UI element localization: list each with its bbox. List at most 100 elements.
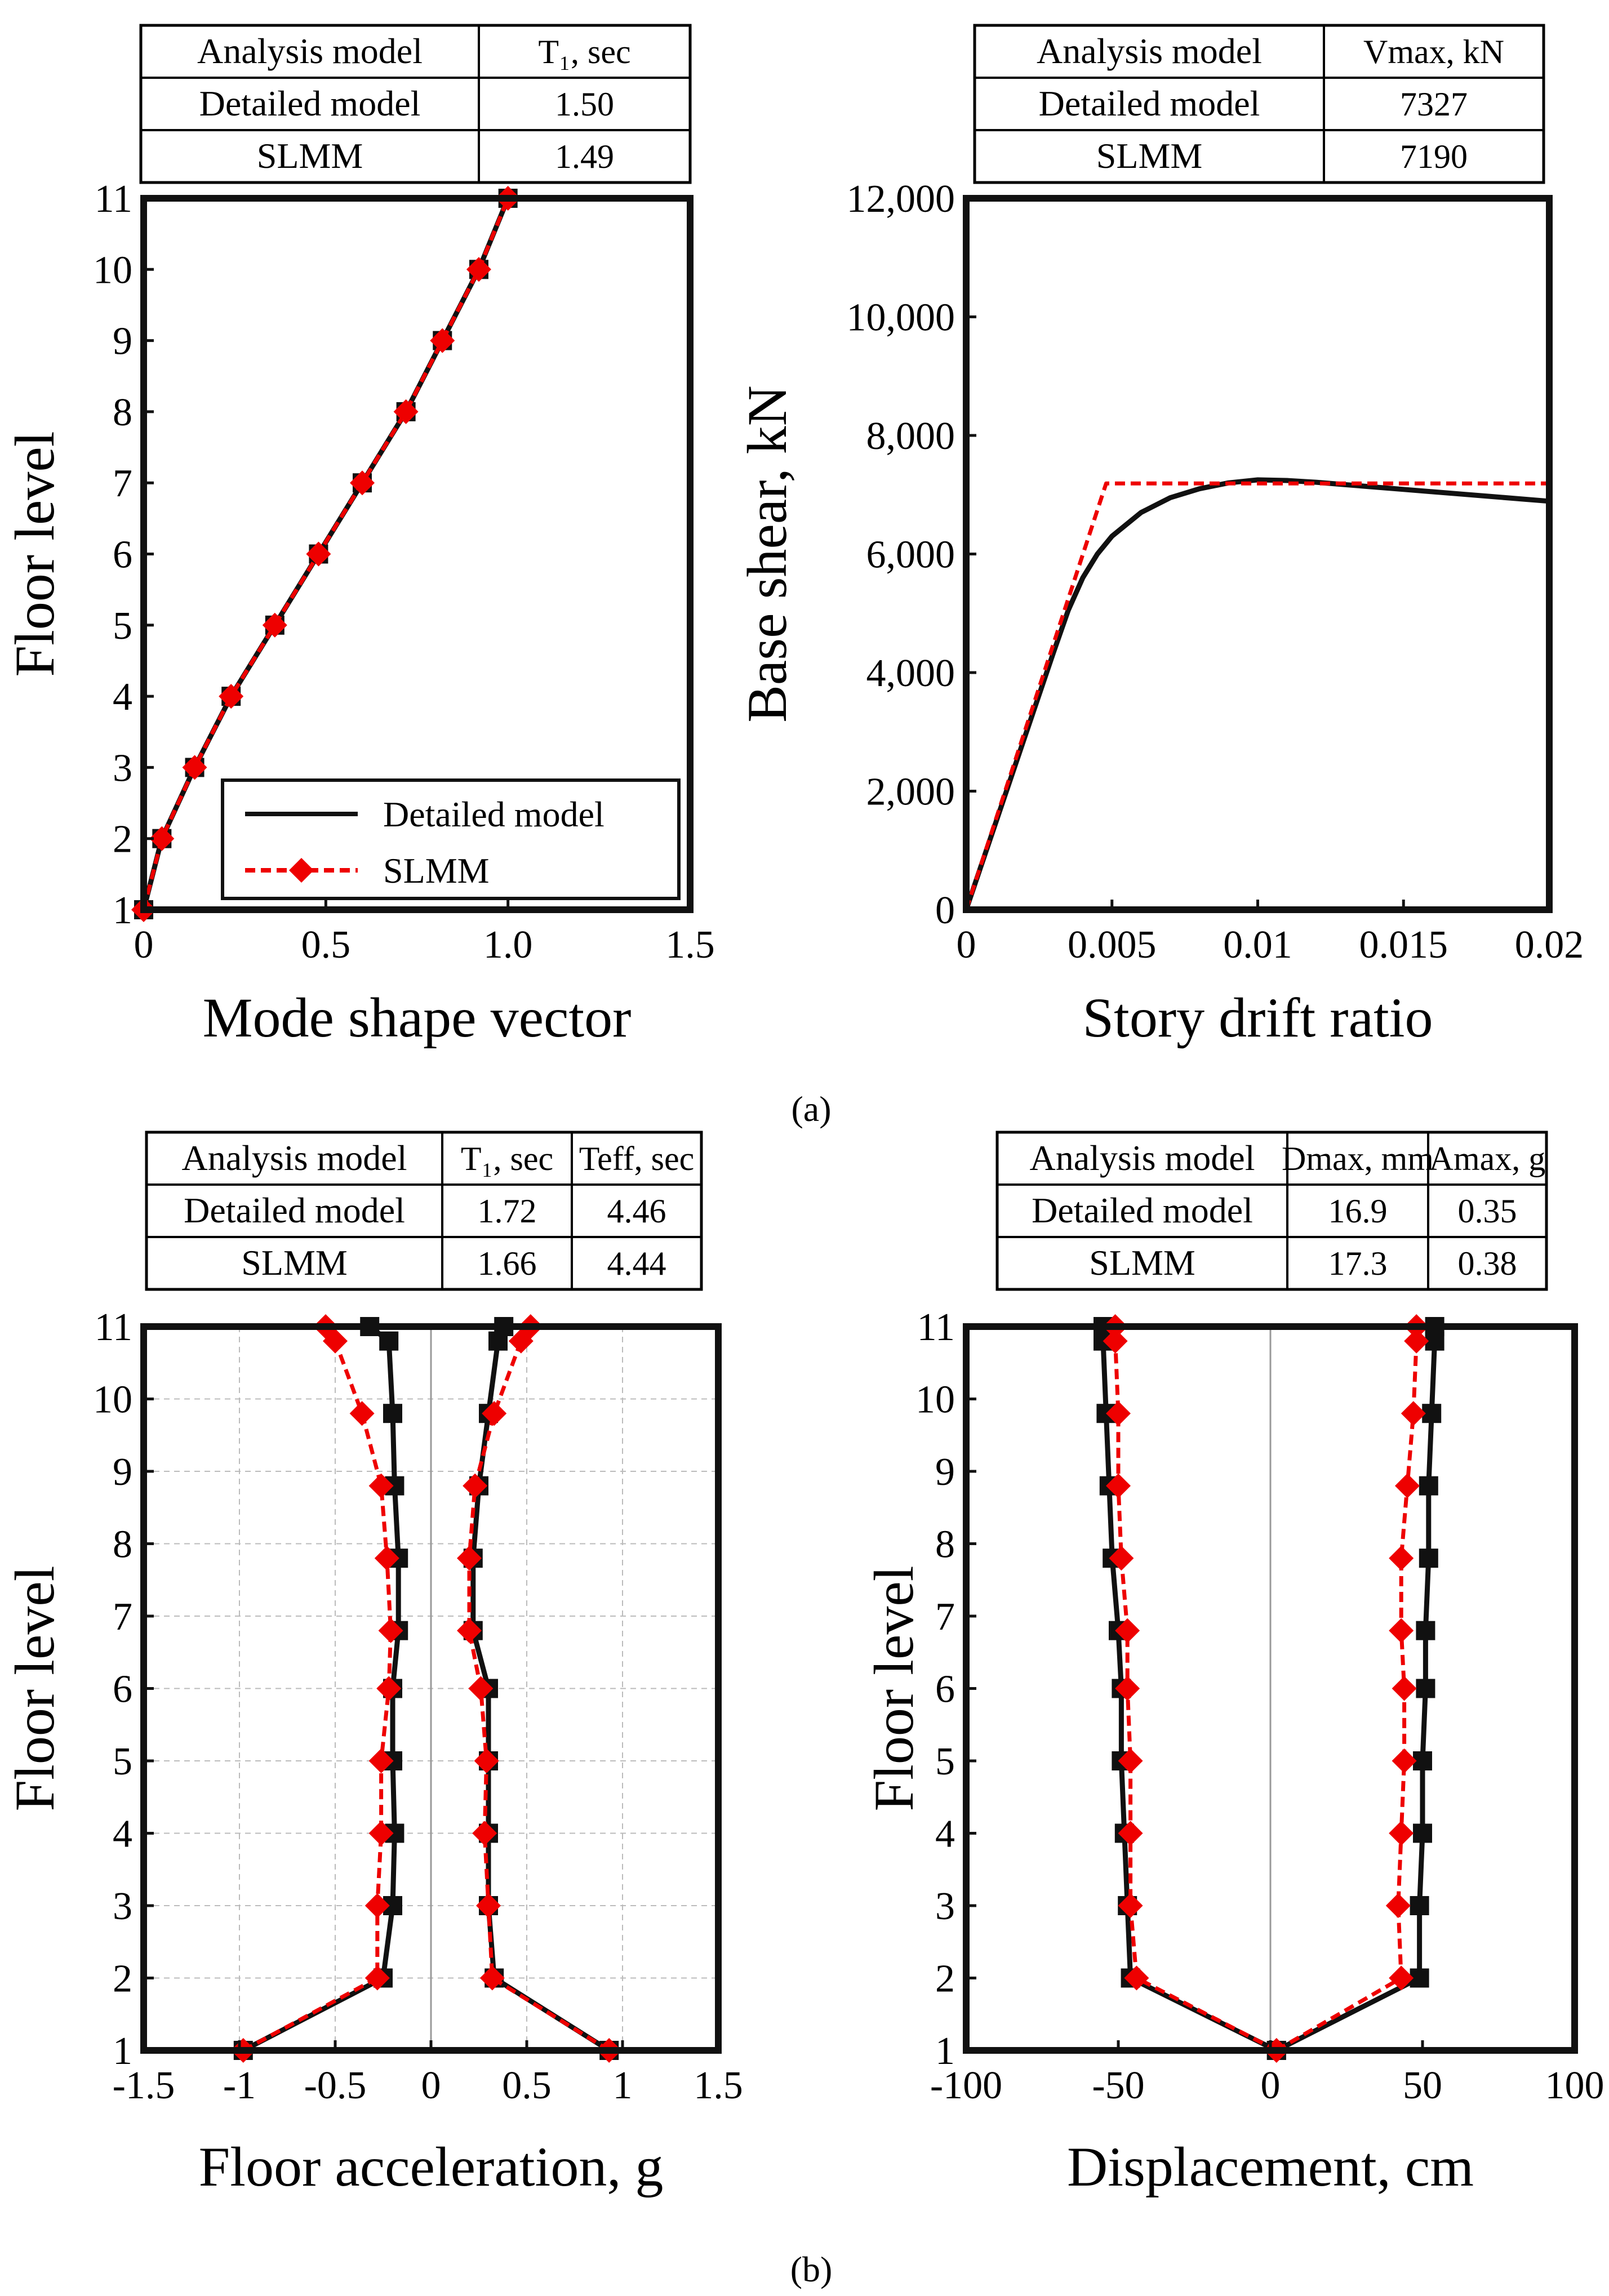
x-tick-label: 0.005 <box>1068 923 1157 967</box>
slmm-point <box>365 1965 390 1991</box>
slmm-point <box>1118 1821 1143 1846</box>
slmm-point <box>476 1893 501 1918</box>
detailed-series-line <box>963 477 1550 911</box>
table-cell: 1.66 <box>478 1245 537 1282</box>
table-cell: 4.44 <box>607 1245 666 1282</box>
table-header-cell: Analysis model <box>182 1138 407 1178</box>
table-cell: 1.49 <box>555 138 614 175</box>
y-tick-label: 2 <box>113 1957 132 2001</box>
slmm-point <box>1385 1893 1411 1918</box>
y-tick-label: 11 <box>95 1306 132 1349</box>
caption-a: (a) <box>791 1089 831 1129</box>
x-axis-label: Floor acceleration, g <box>199 2135 664 2198</box>
slmm-point <box>1389 1965 1414 1991</box>
legend-slmm-marker <box>289 858 314 883</box>
table-cell: SLMM <box>1096 136 1203 176</box>
slmm-point <box>349 1401 375 1426</box>
y-tick-label: 9 <box>113 1450 132 1494</box>
data-table-frame <box>995 1131 1548 1291</box>
table-cell: 0.35 <box>1458 1193 1517 1230</box>
slmm-point <box>374 1546 399 1571</box>
slmm-point <box>1103 1328 1128 1354</box>
y-tick-label: 6 <box>113 1668 132 1711</box>
slmm-point <box>262 612 287 638</box>
slmm-point <box>1404 1328 1429 1354</box>
slmm-point <box>350 470 375 496</box>
x-tick-label: 0 <box>421 2064 441 2107</box>
y-tick-label: 2 <box>935 1957 955 2001</box>
y-tick-label: 5 <box>113 604 132 648</box>
table-header-cell: T₁, sec <box>461 1140 553 1177</box>
y-tick-label: 4 <box>113 675 132 719</box>
y-axis-label: Floor level <box>3 431 66 677</box>
x-tick-label: 0.5 <box>502 2064 552 2107</box>
table-cell: 7190 <box>1400 138 1468 175</box>
y-tick-label: 9 <box>113 320 132 363</box>
slmm-point <box>457 1618 482 1643</box>
y-axis-label: Floor level <box>863 1565 925 1811</box>
table-cell: 4.46 <box>607 1193 666 1230</box>
data-table-frame <box>145 1131 703 1291</box>
caption-b: (b) <box>790 2249 833 2289</box>
slmm-point <box>1392 1676 1417 1701</box>
detailed-point <box>1419 1476 1438 1496</box>
y-tick-label: 2 <box>113 818 132 861</box>
slmm-point <box>1124 1965 1149 1991</box>
y-tick-label: 8 <box>935 1523 955 1567</box>
table-cell: Detailed model <box>1039 83 1260 123</box>
table-cell: 7327 <box>1400 86 1468 123</box>
x-axis-label: Mode shape vector <box>203 986 632 1049</box>
y-tick-label: 1 <box>113 889 132 932</box>
detailed-point <box>1416 1621 1435 1640</box>
x-tick-label: -1.5 <box>113 2064 175 2107</box>
slmm-point <box>1395 1473 1420 1498</box>
table-header-cell: Analysis model <box>1030 1138 1255 1178</box>
y-tick-label: 6 <box>935 1668 955 1711</box>
x-tick-label: 0 <box>1261 2064 1281 2107</box>
detailed-point <box>1416 1679 1435 1698</box>
slmm-point <box>1392 1748 1417 1773</box>
table-header-cell: Vmax, kN <box>1363 33 1504 70</box>
slmm-point <box>1115 1676 1140 1701</box>
slmm-point <box>430 328 455 353</box>
y-tick-label: 4 <box>113 1813 132 1856</box>
slmm-point <box>219 684 244 709</box>
table-cell: 16.9 <box>1328 1193 1388 1230</box>
x-tick-label: 0.5 <box>301 923 351 967</box>
slmm-point <box>1389 1546 1414 1571</box>
y-tick-label: 4 <box>935 1813 955 1856</box>
table-header-cell: Analysis model <box>1037 31 1262 71</box>
y-tick-label: 10 <box>93 1378 132 1422</box>
slmm-point <box>482 1401 507 1426</box>
slmm-point <box>466 257 491 282</box>
y-tick-label: 6 <box>113 533 132 577</box>
slmm-point <box>1389 1618 1414 1643</box>
y-tick-label: 7 <box>113 1595 132 1639</box>
detailed-point <box>1419 1549 1438 1568</box>
y-tick-label: 2,000 <box>866 771 955 814</box>
y-tick-label: 7 <box>113 462 132 505</box>
x-tick-label: 0.02 <box>1515 923 1584 967</box>
slmm-point <box>457 1546 482 1571</box>
slmm-point <box>1401 1401 1426 1426</box>
slmm-point <box>1109 1546 1134 1571</box>
y-tick-label: 10 <box>915 1378 955 1422</box>
slmm-point <box>1106 1473 1131 1498</box>
table-cell: 0.38 <box>1458 1245 1517 1282</box>
slmm-series-line <box>467 1325 611 2052</box>
data-table-frame <box>139 24 692 184</box>
y-tick-label: 8 <box>113 1523 132 1567</box>
detailed-point <box>1413 1823 1432 1843</box>
slmm-point <box>182 755 207 780</box>
slmm-point <box>1118 1893 1143 1918</box>
y-tick-label: 1 <box>113 2030 132 2073</box>
slmm-point <box>468 1676 494 1701</box>
detailed-series-line <box>1275 1327 1438 2053</box>
y-tick-label: 8 <box>113 391 132 434</box>
slmm-point <box>368 1821 394 1846</box>
y-tick-label: 8,000 <box>866 415 955 458</box>
x-tick-label: -0.5 <box>304 2064 367 2107</box>
slmm-point <box>463 1473 488 1498</box>
